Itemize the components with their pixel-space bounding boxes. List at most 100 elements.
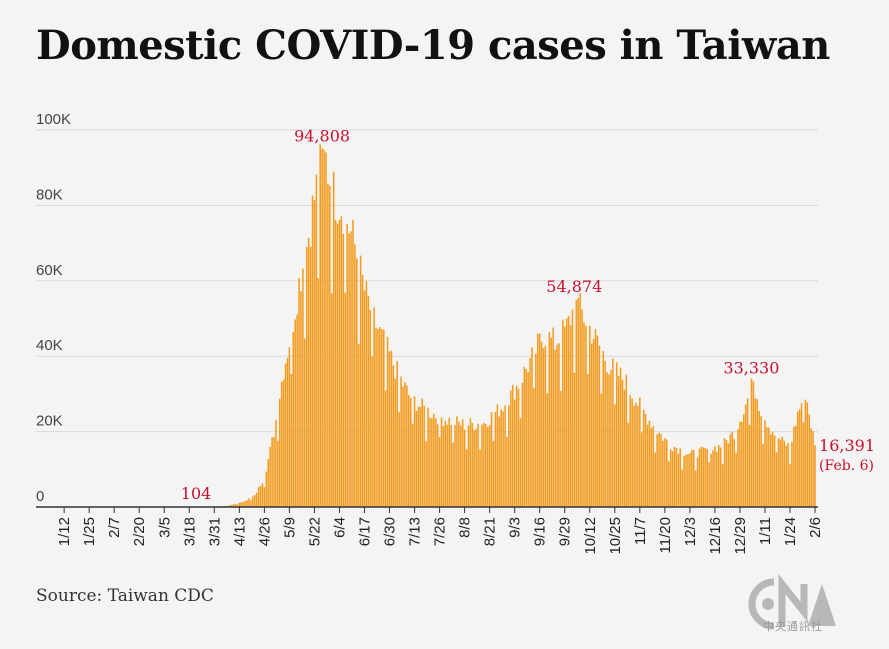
bar (552, 327, 554, 507)
bar (685, 454, 687, 507)
bar (458, 421, 460, 507)
bar (660, 434, 662, 507)
bar (429, 417, 431, 507)
bar (769, 434, 772, 507)
bar (729, 434, 732, 507)
bar (741, 421, 743, 507)
bar (766, 427, 768, 507)
bar (669, 449, 672, 507)
bar (440, 417, 443, 507)
bar (560, 391, 562, 507)
bar (575, 300, 578, 507)
bar (415, 411, 418, 507)
bar (448, 417, 450, 507)
bar (696, 457, 699, 507)
bar (234, 503, 237, 507)
bar (787, 443, 789, 507)
bar (332, 171, 335, 507)
bar (548, 332, 551, 507)
bar (773, 435, 776, 507)
bar (691, 449, 693, 507)
bar (558, 343, 560, 507)
bar (777, 438, 780, 507)
bar (677, 453, 680, 507)
x-tick-label: 1/24 (782, 517, 799, 546)
bar (731, 431, 734, 507)
bar (294, 319, 296, 507)
bar (710, 453, 712, 507)
x-tick-label: 4/13 (231, 517, 248, 546)
x-tick-label: 6/4 (332, 517, 349, 538)
y-tick-label: 20K (36, 413, 63, 430)
bar (565, 318, 568, 507)
annotation-label: 94,808 (294, 127, 350, 146)
bar (708, 462, 710, 507)
y-tick-label: 80K (36, 186, 63, 203)
bar (500, 409, 502, 507)
bar (244, 501, 246, 507)
x-tick-label: 12/16 (707, 517, 724, 555)
bar (298, 278, 300, 507)
cna-logo-icon (748, 573, 836, 630)
x-tick-label: 3/18 (181, 517, 198, 546)
bar (411, 423, 414, 507)
bar (475, 428, 477, 507)
bar (398, 412, 400, 507)
bar (629, 395, 631, 507)
bar (706, 449, 708, 507)
bar (814, 445, 816, 507)
bar (296, 314, 298, 507)
bar (612, 358, 614, 507)
bar (390, 350, 393, 507)
bar (544, 345, 547, 507)
bar (681, 469, 683, 507)
gridlines (36, 129, 818, 433)
bar (232, 504, 235, 507)
bar (452, 442, 454, 507)
bar (619, 367, 622, 507)
bar (363, 290, 366, 507)
chart-title: Domestic COVID-19 cases in Taiwan (36, 22, 830, 69)
bar (490, 412, 493, 507)
x-tick-label: 9/29 (557, 517, 574, 546)
bar (352, 219, 354, 507)
bar (382, 329, 385, 507)
bar (307, 237, 310, 507)
bar (652, 426, 655, 507)
bar (567, 315, 570, 507)
bar (540, 341, 543, 507)
bar (344, 292, 347, 507)
bar (384, 390, 387, 507)
bar (319, 144, 321, 507)
bar (267, 458, 269, 507)
bar (746, 398, 749, 507)
bar (756, 399, 759, 507)
bar (279, 398, 281, 507)
bar (511, 384, 514, 507)
bar (498, 416, 501, 507)
bar (535, 353, 537, 507)
bar (269, 446, 271, 507)
bar (642, 409, 645, 507)
bar (334, 220, 337, 507)
bar (694, 470, 697, 507)
bar (423, 405, 425, 507)
bar (510, 390, 512, 507)
x-tick-label: 12/29 (732, 517, 749, 555)
bar (467, 425, 470, 507)
bar (394, 378, 397, 507)
bar (664, 438, 666, 507)
bar (743, 414, 745, 507)
bar (589, 325, 591, 507)
bar (488, 425, 491, 507)
bar (542, 348, 545, 507)
annotation-sublabel: (Feb. 6) (819, 458, 874, 474)
bar (421, 398, 424, 507)
bar (350, 231, 352, 507)
bar (465, 449, 468, 507)
bar (408, 394, 410, 507)
bar (517, 388, 520, 507)
bar (602, 350, 605, 507)
x-axis: 1/12 1/25 2/7 2/20 3/5 3/18 3/31 4/13 4/26 5/9 5/2… (36, 506, 824, 555)
bar (483, 422, 485, 507)
